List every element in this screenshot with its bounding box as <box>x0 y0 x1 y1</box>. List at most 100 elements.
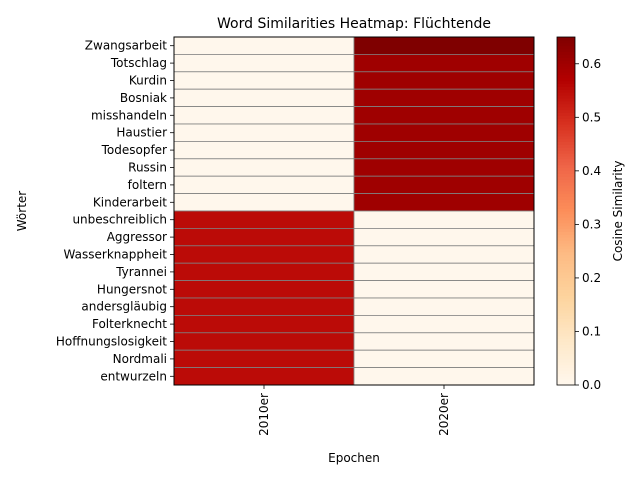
colorbar-tick-label: 0.6 <box>582 57 601 71</box>
heatmap-cell <box>173 314 355 334</box>
colorbar-frame <box>556 36 576 386</box>
y-tick-label: entwurzeln <box>100 369 167 383</box>
colorbar-segment <box>557 350 575 354</box>
y-tick-label: Totschlag <box>110 56 167 70</box>
heatmap-cell <box>173 227 355 247</box>
colorbar-segment <box>557 248 575 253</box>
heatmap-cells <box>173 36 535 386</box>
y-tick-label: Haustier <box>116 126 167 140</box>
colorbar-segment <box>557 89 575 93</box>
heatmap-cell <box>173 140 355 160</box>
colorbar-segment <box>557 48 575 53</box>
colorbar-segment <box>557 286 575 290</box>
colorbar-segment <box>557 167 575 171</box>
colorbar-segment <box>557 361 575 366</box>
colorbar-segment <box>557 126 575 131</box>
y-tick-label: Kurdin <box>129 74 167 88</box>
colorbar: 0.0 0.1 0.2 0.3 0.4 0.5 0.6 <box>556 36 601 392</box>
colorbar-segment <box>557 292 575 296</box>
colorbar-segment <box>557 225 575 229</box>
colorbar-segment <box>557 39 575 44</box>
colorbar-segment <box>557 71 575 76</box>
colorbar-segment <box>557 51 575 55</box>
y-tick-label: Nordmali <box>113 352 167 366</box>
colorbar-tick-label: 0.2 <box>582 271 601 285</box>
colorbar-segment <box>557 367 575 372</box>
colorbar-segment <box>557 45 575 50</box>
colorbar-segment <box>557 92 575 96</box>
colorbar-segment <box>557 298 575 302</box>
colorbar-segment <box>557 321 575 325</box>
colorbar-segment <box>557 132 575 137</box>
plot-frame <box>173 36 535 386</box>
colorbar-segment <box>557 213 575 218</box>
colorbar-tick-label: 0.4 <box>582 164 601 178</box>
heatmap-cell <box>353 262 535 282</box>
colorbar-segment <box>557 358 575 363</box>
colorbar-segment <box>557 277 575 282</box>
colorbar-segment <box>557 266 575 270</box>
colorbar-segment <box>557 106 575 111</box>
heatmap-cell <box>353 193 535 212</box>
y-axis-ticks: Zwangsarbeit Totschlag Kurdin Bosniak missha… <box>56 39 174 383</box>
colorbar-segment <box>557 74 575 79</box>
colorbar-segment <box>557 158 575 163</box>
x-axis-ticks: 2010er 2020er <box>257 385 451 436</box>
colorbar-segment <box>557 289 575 293</box>
colorbar-segment <box>557 318 575 322</box>
colorbar-segment <box>557 129 575 134</box>
colorbar-segment <box>557 315 575 319</box>
heatmap-cell <box>353 297 535 316</box>
colorbar-segment <box>557 57 575 61</box>
colorbar-segment <box>557 283 575 287</box>
heatmap-cell <box>353 367 535 386</box>
colorbar-segment <box>557 240 575 244</box>
colorbar-segment <box>557 97 575 102</box>
colorbar-segment <box>557 254 575 258</box>
colorbar-segment <box>557 161 575 166</box>
colorbar-segment <box>557 274 575 279</box>
colorbar-segment <box>557 103 575 108</box>
colorbar-segment <box>557 327 575 331</box>
y-tick-label: Hoffnungslosigkeit <box>56 335 167 349</box>
colorbar-segment <box>557 344 575 348</box>
colorbar-segment <box>557 138 575 142</box>
colorbar-segment <box>557 303 575 308</box>
colorbar-segment <box>557 144 575 148</box>
colorbar-segment <box>557 335 575 340</box>
heatmap-cell <box>173 210 355 229</box>
colorbar-segment <box>557 135 575 140</box>
colorbar-segment <box>557 124 575 128</box>
colorbar-segment <box>557 77 575 82</box>
heatmap-cell <box>353 349 535 369</box>
chart-title: Word Similarities Heatmap: Flüchtende <box>217 16 491 32</box>
colorbar-segment <box>557 115 575 119</box>
colorbar-segment <box>557 193 575 198</box>
colorbar-segment <box>557 141 575 145</box>
heatmap-cell <box>173 332 355 351</box>
colorbar-segment <box>557 216 575 221</box>
colorbar-segment <box>557 63 575 67</box>
y-tick-label: Wasserknappheit <box>64 248 168 262</box>
colorbar-segment <box>557 260 575 264</box>
colorbar-segment <box>557 95 575 99</box>
colorbar-segment <box>557 155 575 160</box>
y-tick-label: Aggressor <box>107 230 167 244</box>
heatmap-cell <box>173 193 355 212</box>
heatmap-cell <box>353 245 535 264</box>
y-tick-label: unbeschreiblich <box>72 213 167 227</box>
colorbar-segment <box>557 269 575 273</box>
heatmap-cell <box>173 36 355 55</box>
y-axis-label: Wörter <box>15 191 29 232</box>
colorbar-segment <box>557 205 575 209</box>
heatmap-cell <box>173 106 355 125</box>
colorbar-segment <box>557 121 575 125</box>
colorbar-segment <box>557 211 575 215</box>
heatmap-cell <box>353 175 535 194</box>
colorbar-tick-label: 0.0 <box>582 378 601 392</box>
colorbar-segment <box>557 118 575 122</box>
colorbar-segment <box>557 60 575 64</box>
y-tick-label: Zwangsarbeit <box>85 39 167 53</box>
heatmap-cell <box>353 123 535 142</box>
heatmap-cell <box>353 54 535 73</box>
